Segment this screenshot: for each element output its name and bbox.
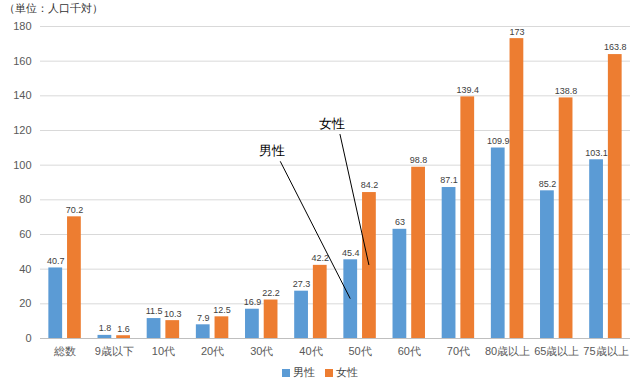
svg-text:100: 100	[13, 159, 31, 171]
svg-text:20代: 20代	[201, 345, 224, 357]
svg-text:65歳以上: 65歳以上	[534, 345, 579, 357]
svg-text:84.2: 84.2	[361, 180, 379, 190]
svg-text:75歳以上: 75歳以上	[583, 345, 628, 357]
svg-text:87.1: 87.1	[440, 175, 458, 185]
svg-text:109.9: 109.9	[487, 136, 510, 146]
svg-text:163.8: 163.8	[604, 42, 627, 52]
svg-text:10.3: 10.3	[164, 309, 182, 319]
svg-text:16.9: 16.9	[244, 297, 262, 307]
svg-text:11.5: 11.5	[146, 306, 163, 316]
svg-text:30代: 30代	[250, 345, 273, 357]
svg-text:85.2: 85.2	[539, 179, 557, 189]
svg-text:80: 80	[19, 193, 31, 205]
html-text:女性: 女性	[336, 365, 358, 378]
svg-text:45.4: 45.4	[342, 248, 360, 258]
svg-text:9歳以下: 9歳以下	[95, 345, 134, 357]
svg-text:0: 0	[25, 332, 31, 344]
svg-text:50代: 50代	[348, 345, 371, 357]
svg-text:10代: 10代	[152, 345, 175, 357]
svg-text:70.2: 70.2	[66, 205, 84, 215]
svg-text:173: 173	[509, 27, 524, 37]
svg-text:140: 140	[13, 89, 31, 101]
svg-text:1.6: 1.6	[117, 324, 130, 334]
svg-text:60代: 60代	[398, 345, 421, 357]
svg-text:女性: 女性	[319, 116, 345, 131]
svg-text:40.7: 40.7	[47, 256, 65, 266]
svg-text:42.2: 42.2	[311, 253, 329, 263]
svg-text:139.4: 139.4	[456, 85, 479, 95]
svg-text:22.2: 22.2	[262, 288, 280, 298]
svg-text:20: 20	[19, 297, 31, 309]
svg-text:98.8: 98.8	[410, 155, 428, 165]
html-text:（単位：人口千対）: （単位：人口千対）	[4, 2, 103, 14]
svg-text:12.5: 12.5	[213, 305, 231, 315]
svg-text:160: 160	[13, 55, 31, 67]
svg-text:70代: 70代	[447, 345, 470, 357]
svg-text:1.8: 1.8	[99, 323, 112, 333]
svg-text:120: 120	[13, 124, 31, 136]
svg-text:総数: 総数	[53, 345, 76, 357]
svg-text:60: 60	[19, 228, 31, 240]
svg-text:63: 63	[395, 217, 405, 227]
svg-text:103.1: 103.1	[585, 148, 608, 158]
html-text:男性: 男性	[293, 365, 315, 378]
svg-text:男性: 男性	[259, 143, 285, 158]
svg-text:80歳以上: 80歳以上	[485, 345, 530, 357]
svg-text:27.3: 27.3	[293, 279, 311, 289]
svg-text:138.8: 138.8	[555, 86, 578, 96]
svg-text:40代: 40代	[299, 345, 322, 357]
svg-text:40: 40	[19, 263, 31, 275]
svg-text:180: 180	[13, 20, 31, 32]
svg-text:7.9: 7.9	[197, 313, 210, 323]
